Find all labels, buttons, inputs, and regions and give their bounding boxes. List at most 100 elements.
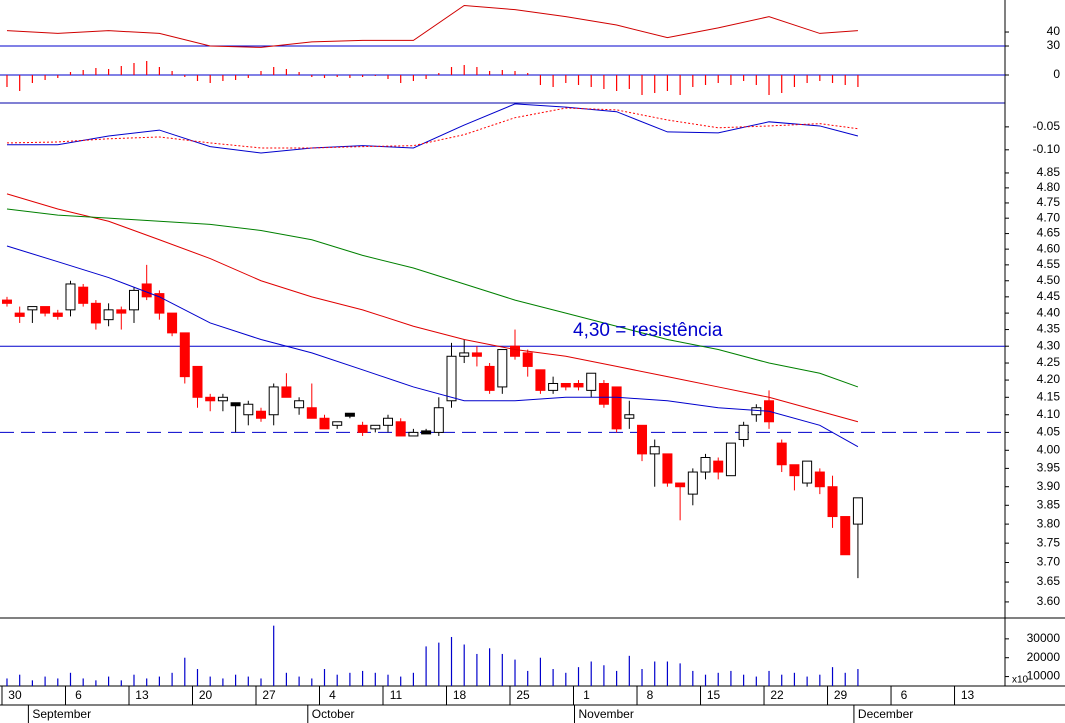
indicator-line	[6, 193, 859, 423]
y-tick-label: 4.35	[1037, 322, 1061, 336]
candle-body	[725, 442, 736, 477]
candle-body	[230, 402, 241, 407]
x-tick-label: 11	[390, 688, 403, 702]
candle-body	[497, 349, 508, 388]
y-tick-label: 4.30	[1037, 338, 1061, 352]
candle-body	[471, 352, 482, 357]
candle-body	[205, 396, 216, 402]
candle-body	[446, 355, 457, 402]
candle-body	[535, 369, 546, 391]
y-tick-label: 3.65	[1037, 574, 1061, 588]
x-tick-label: 8	[647, 688, 654, 702]
candle-body	[560, 382, 571, 388]
candle-body	[243, 403, 254, 416]
x-tick-label: 27	[262, 688, 276, 702]
y-tick-label: 4.85	[1037, 165, 1061, 179]
y-tick-label: -0.05	[1033, 119, 1061, 133]
candle-body	[103, 309, 114, 321]
y-tick-label: 3.70	[1037, 555, 1061, 569]
candle-body	[90, 302, 101, 324]
candle-body	[14, 312, 25, 317]
candle-body	[167, 312, 178, 334]
y-tick-label: 4.70	[1037, 210, 1061, 224]
candle-body	[484, 365, 495, 391]
x-tick-label: 6	[75, 688, 82, 702]
x-tick-label: 20	[199, 688, 213, 702]
month-label: November	[579, 707, 634, 721]
candle-body	[192, 365, 203, 398]
candle-body	[27, 306, 38, 311]
y-tick-label: 4.25	[1037, 355, 1061, 369]
y-tick-label: 4.00	[1037, 442, 1061, 456]
candle-body	[408, 431, 419, 437]
candle-body	[332, 421, 343, 426]
candle-body	[116, 309, 127, 314]
candle-body	[306, 407, 317, 419]
y-tick-label: 3.85	[1037, 497, 1061, 511]
candle-body	[357, 424, 368, 433]
y-tick-label: 10000	[1027, 669, 1061, 683]
candle-body	[433, 407, 444, 433]
candle-body	[598, 382, 609, 405]
y-tick-label: 3.75	[1037, 535, 1061, 549]
candle-body	[814, 471, 825, 488]
candle-body	[573, 382, 584, 388]
x-tick-label: 29	[834, 688, 848, 702]
y-tick-label: 30	[1047, 38, 1061, 52]
candle-body	[802, 460, 813, 484]
candle-body	[319, 417, 330, 430]
x-tick-label: 13	[961, 688, 975, 702]
volume-multiplier: x10	[1012, 675, 1029, 686]
y-tick-label: 3.60	[1037, 594, 1061, 608]
candle-body	[383, 417, 394, 426]
indicator-line	[6, 208, 859, 388]
x-tick-label: 15	[707, 688, 721, 702]
candle-body	[1, 299, 12, 304]
candle-body	[827, 486, 838, 518]
candle-body	[395, 421, 406, 437]
candle-body	[637, 424, 648, 455]
y-tick-label: 4.55	[1037, 257, 1061, 271]
y-tick-label: 4.50	[1037, 273, 1061, 287]
candle-body	[281, 386, 292, 398]
candle-body	[624, 414, 635, 419]
candle-body	[370, 424, 381, 430]
candle-body	[700, 456, 711, 473]
candle-body	[255, 410, 266, 419]
x-tick-label: 18	[453, 688, 467, 702]
y-tick-label: 4.65	[1037, 226, 1061, 240]
candle-body	[611, 386, 622, 430]
candle-body	[40, 306, 51, 314]
y-tick-label: 4.45	[1037, 289, 1061, 303]
x-tick-label: 6	[901, 688, 908, 702]
candle-body	[459, 352, 470, 357]
indicator-line	[6, 4, 858, 48]
candle-body	[344, 412, 355, 417]
y-tick-label: 3.90	[1037, 479, 1061, 493]
candle-body	[662, 453, 673, 484]
month-label: October	[312, 707, 355, 721]
candle-body	[649, 446, 660, 455]
candle-body	[421, 430, 432, 435]
y-tick-label: 4.20	[1037, 372, 1061, 386]
candle-body	[738, 424, 749, 441]
y-tick-label: 30000	[1027, 631, 1061, 645]
candle-body	[217, 396, 228, 402]
month-label: September	[32, 707, 91, 721]
x-tick-label: 25	[516, 688, 530, 702]
y-tick-label: 0	[1053, 67, 1060, 81]
candle-body	[179, 332, 190, 378]
candle-body	[510, 345, 521, 357]
annotation: 4,30 = resistência	[573, 320, 723, 341]
y-tick-label: 4.40	[1037, 305, 1061, 319]
candle-body	[52, 312, 63, 317]
candle-body	[751, 407, 762, 416]
indicator-line	[6, 103, 859, 154]
x-tick-label: 4	[329, 688, 336, 702]
y-tick-label: 4.60	[1037, 241, 1061, 255]
candle-body	[294, 400, 305, 409]
candle-body	[776, 442, 787, 466]
x-tick-label: 30	[8, 688, 22, 702]
y-tick-label: 4.80	[1037, 180, 1061, 194]
